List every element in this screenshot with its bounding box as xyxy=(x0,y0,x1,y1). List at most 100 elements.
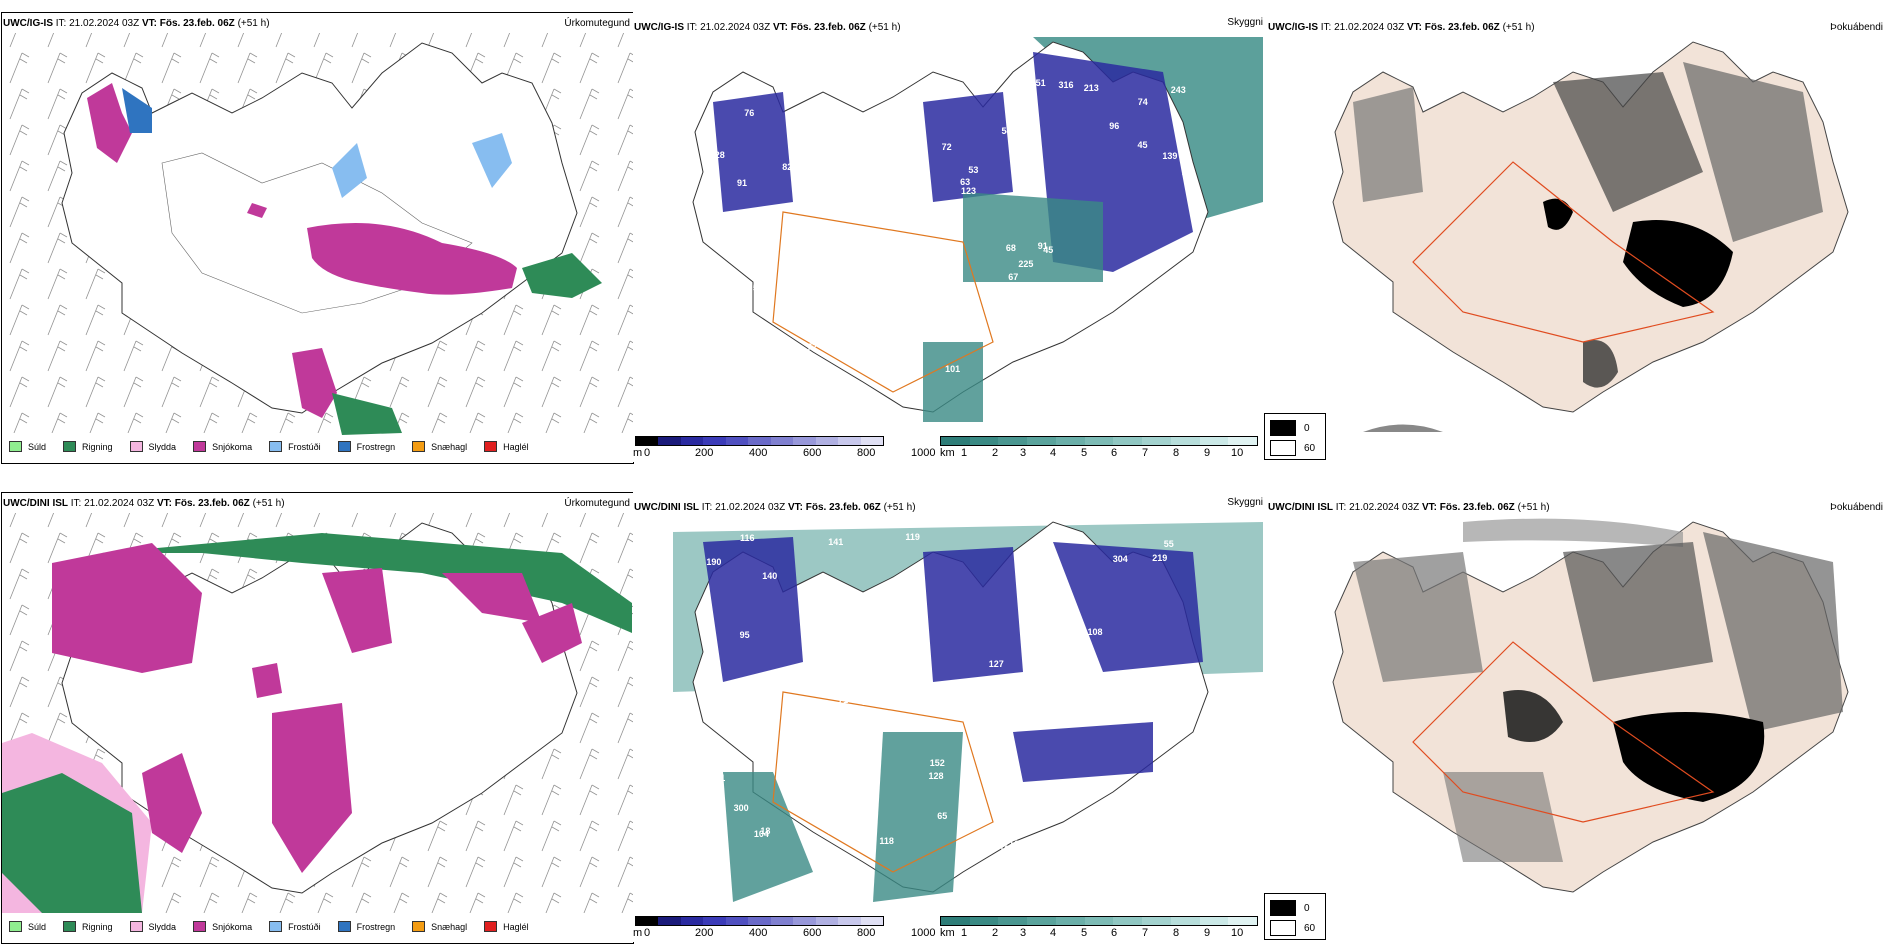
precip-type-panel-top: UWC/IG-IS IT: 21.02.2024 03Z VT: Fös. 23… xyxy=(1,12,634,464)
fog-index-panel-bottom: UWC/DINI ISL IT: 21.02.2024 03Z VT: Fös.… xyxy=(1263,492,1898,942)
visibility-km-scale xyxy=(940,436,1258,446)
legend-label: Rigning xyxy=(82,441,113,452)
fog-key-value: 60 xyxy=(1304,442,1316,454)
km-tick: 8 xyxy=(1173,447,1180,459)
panel-header: UWC/IG-IS IT: 21.02.2024 03Z VT: Fös. 23… xyxy=(3,18,270,29)
model-name: UWC/DINI ISL xyxy=(3,498,68,509)
vt-label: VT: xyxy=(1406,22,1422,33)
visibility-panel-bottom: UWC/DINI ISL IT: 21.02.2024 03Z VT: Fös.… xyxy=(633,492,1263,942)
lead-time: (+51 h) xyxy=(252,498,285,509)
precip-map xyxy=(2,513,633,913)
legend-label: Frostregn xyxy=(356,441,396,452)
visibility-panel-top: UWC/IG-IS IT: 21.02.2024 03Z VT: Fös. 23… xyxy=(633,12,1263,462)
legend-label: Slydda xyxy=(148,921,177,932)
visibility-map xyxy=(673,521,1263,902)
legend-label: Snjókoma xyxy=(212,921,253,932)
lead-time: (+51 h) xyxy=(1502,22,1535,33)
model-name: UWC/IG-IS xyxy=(634,22,684,33)
km-tick: 8 xyxy=(1173,927,1180,939)
precip-legend: Súld Rigning Slydda Snjókoma Frostúði Fr… xyxy=(9,441,546,452)
legend-label: Haglél xyxy=(503,441,529,452)
km-tick: 5 xyxy=(1081,927,1088,939)
legend-swatch xyxy=(412,921,426,932)
m-unit: m xyxy=(633,927,643,939)
panel-header: UWC/DINI ISL IT: 21.02.2024 03Z VT: Fös.… xyxy=(1268,502,1550,513)
it-value: 21.02.2024 03Z xyxy=(1349,502,1420,513)
m-tick: 0 xyxy=(644,447,651,459)
legend-label: Frostúði xyxy=(288,921,321,932)
legend-item: Frostregn xyxy=(337,921,396,932)
legend-item: Rigning xyxy=(63,921,113,932)
km-tick: 1 xyxy=(961,447,968,459)
it-value: 21.02.2024 03Z xyxy=(1334,22,1405,33)
legend-swatch xyxy=(9,441,22,452)
lead-time: (+51 h) xyxy=(1517,502,1550,513)
km-tick: 6 xyxy=(1111,447,1118,459)
legend-label: Frostúði xyxy=(288,441,321,452)
km-unit: km xyxy=(940,927,955,939)
legend-swatch xyxy=(412,441,426,452)
legend-swatch xyxy=(269,441,283,452)
panel-header: UWC/IG-IS IT: 21.02.2024 03Z VT: Fös. 23… xyxy=(1268,22,1535,33)
fog-key-value: 0 xyxy=(1304,902,1310,914)
legend-item: Frostúði xyxy=(269,921,321,932)
legend-label: Súld xyxy=(28,921,47,932)
km-tick: 7 xyxy=(1142,447,1149,459)
legend-label: Slydda xyxy=(148,441,177,452)
panel-title-fog: Þokuábendi xyxy=(1830,502,1883,513)
legend-item: Slydda xyxy=(129,921,177,932)
fog-index-panel-top: UWC/IG-IS IT: 21.02.2024 03Z VT: Fös. 23… xyxy=(1263,12,1898,462)
vt-label: VT: xyxy=(1421,502,1437,513)
legend-item: Snjókoma xyxy=(193,441,252,452)
km-tick: 3 xyxy=(1020,927,1027,939)
legend-swatch xyxy=(484,921,498,932)
panel-title-precip: Úrkomutegund xyxy=(564,18,630,29)
legend-swatch xyxy=(9,921,22,932)
legend-label: Snæhagl xyxy=(431,921,468,932)
km-unit: km xyxy=(940,447,955,459)
legend-item: Frostúði xyxy=(269,441,321,452)
precip-legend: Súld Rigning Slydda Snjókoma Frostúði Fr… xyxy=(9,921,546,932)
legend-item: Snæhagl xyxy=(412,921,467,932)
panel-header: UWC/DINI ISL IT: 21.02.2024 03Z VT: Fös.… xyxy=(3,498,285,509)
legend-label: Snæhagl xyxy=(431,441,468,452)
legend-swatch xyxy=(193,921,207,932)
fog-key-bottom: 0 60 xyxy=(1264,893,1326,940)
legend-item: Slydda xyxy=(129,441,177,452)
legend-item: Súld xyxy=(9,441,46,452)
fog-key-top: 0 60 xyxy=(1264,413,1326,460)
it-value: 21.02.2024 03Z xyxy=(700,22,771,33)
vt-value: Fös. 23.feb. 06Z xyxy=(805,502,881,513)
legend-swatch xyxy=(269,921,283,932)
km-tick: 2 xyxy=(992,447,999,459)
km-tick: 4 xyxy=(1050,927,1057,939)
vt-value: Fös. 23.feb. 06Z xyxy=(790,22,866,33)
legend-swatch xyxy=(129,921,143,932)
it-label: IT: xyxy=(686,22,698,33)
legend-swatch xyxy=(63,921,77,932)
m-tick: 600 xyxy=(803,447,822,459)
legend-item: Rigning xyxy=(63,441,113,452)
fog-key-swatch xyxy=(1270,900,1296,916)
km-tick: 2 xyxy=(992,927,999,939)
model-name: UWC/DINI ISL xyxy=(634,502,699,513)
legend-swatch xyxy=(63,441,77,452)
legend-swatch xyxy=(129,441,143,452)
it-value: 21.02.2024 03Z xyxy=(69,18,140,29)
m-tick: 600 xyxy=(803,927,822,939)
legend-swatch xyxy=(337,921,351,932)
legend-item: Snjókoma xyxy=(193,921,252,932)
legend-label: Frostregn xyxy=(356,921,396,932)
it-value: 21.02.2024 03Z xyxy=(84,498,155,509)
legend-swatch xyxy=(484,441,498,452)
fog-key-swatch xyxy=(1270,440,1296,456)
lead-time: (+51 h) xyxy=(237,18,270,29)
panel-title-visibility: Skyggni xyxy=(1227,17,1263,28)
m-tick: 1000 xyxy=(911,927,936,939)
km-tick: 5 xyxy=(1081,447,1088,459)
panel-header: UWC/IG-IS IT: 21.02.2024 03Z VT: Fös. 23… xyxy=(634,22,901,33)
m-unit: m xyxy=(633,447,643,459)
visibility-map xyxy=(692,37,1263,422)
it-label: IT: xyxy=(1320,22,1332,33)
panel-header: UWC/DINI ISL IT: 21.02.2024 03Z VT: Fös.… xyxy=(634,502,916,513)
